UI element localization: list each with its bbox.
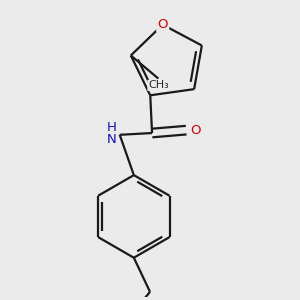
Text: O: O xyxy=(190,124,201,136)
Text: O: O xyxy=(158,18,168,31)
Text: H
N: H N xyxy=(106,121,116,146)
Text: CH₃: CH₃ xyxy=(148,80,169,90)
